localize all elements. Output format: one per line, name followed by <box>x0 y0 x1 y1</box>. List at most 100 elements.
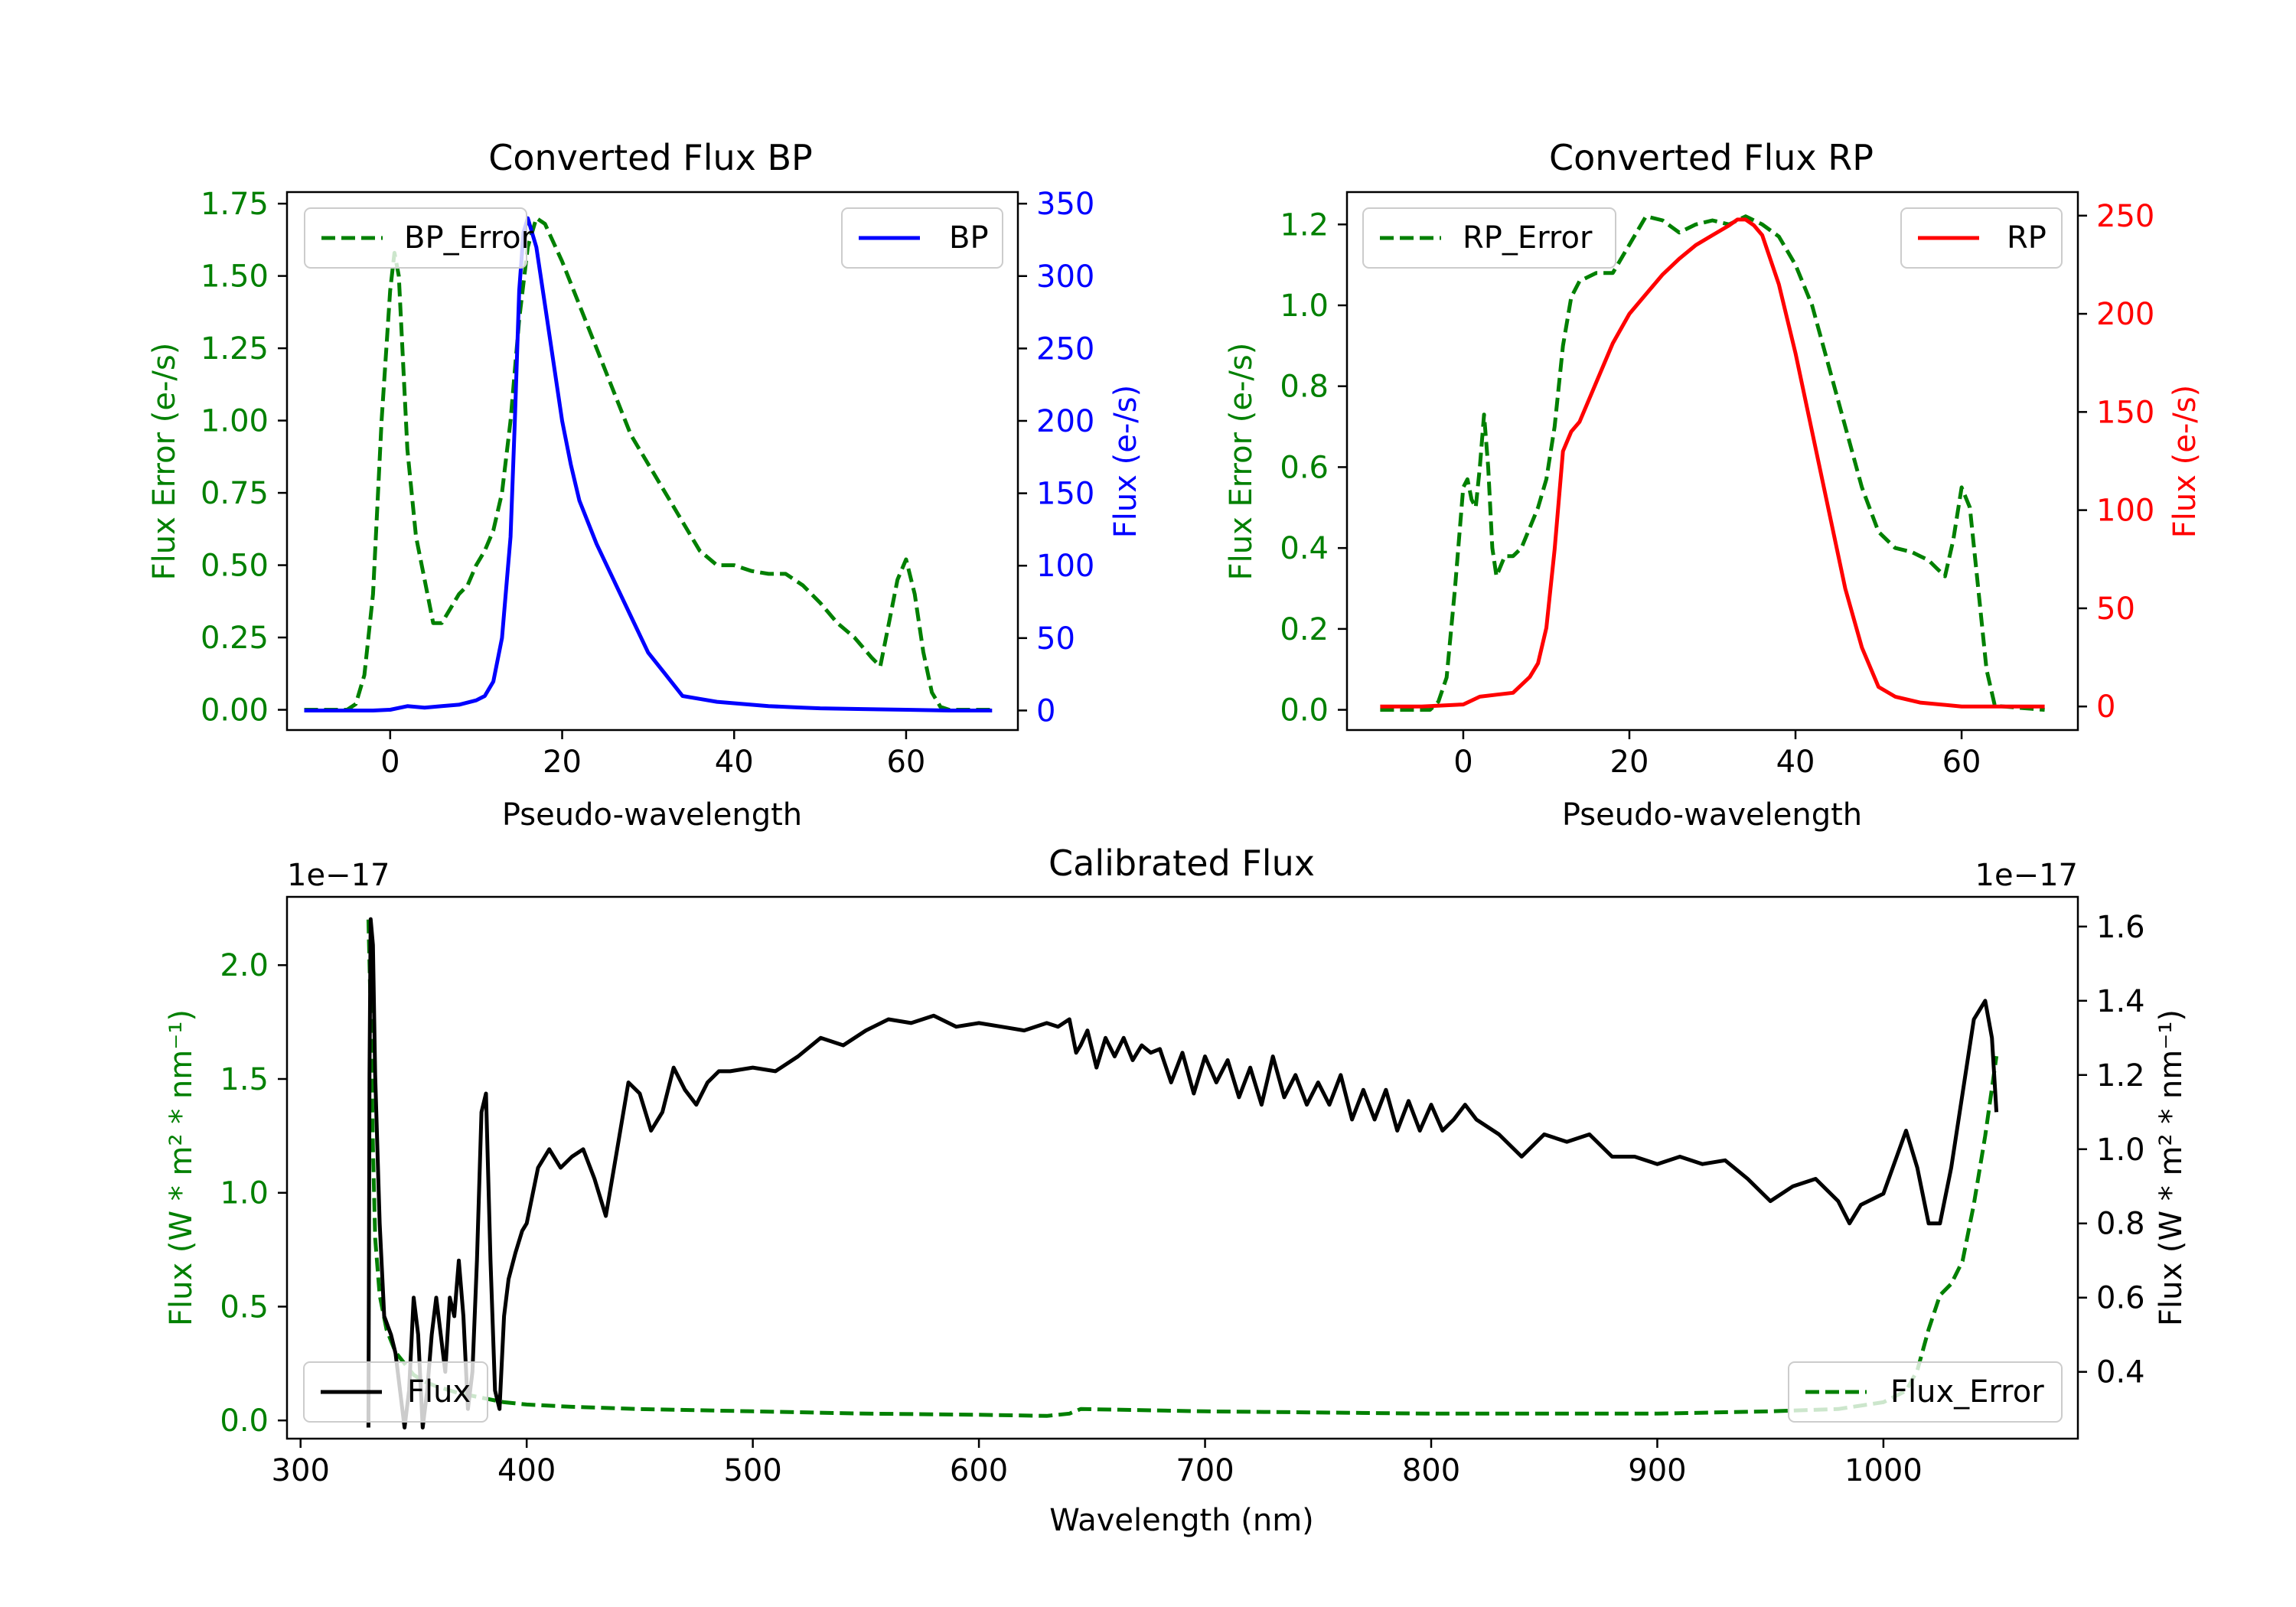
xlabel: Pseudo-wavelength <box>1562 797 1862 833</box>
x-tick-label: 0 <box>380 745 400 780</box>
plot-lines <box>304 216 993 712</box>
y-tick-label-right: 200 <box>1036 404 1094 439</box>
y-tick-label-right: 1.4 <box>2096 984 2145 1019</box>
offset-label-left: 1e−17 <box>287 858 390 893</box>
ticks: 0 20 40 60 0.00 0.25 0.50 0.75 1.00 1.25 1.50 1.75 0… <box>201 187 1094 780</box>
y-tick-label-right: 0.4 <box>2096 1355 2145 1390</box>
chart-title: Converted Flux RP <box>1549 137 1874 178</box>
chart-calibrated: Calibrated Flux 300 400 500 600 700 800 900 100… <box>164 843 2189 1538</box>
y-tick-label-right: 100 <box>1036 549 1094 584</box>
series-bp-error <box>304 216 993 712</box>
x-tick-label: 800 <box>1402 1453 1460 1488</box>
y-tick-label-right: 150 <box>1036 477 1094 512</box>
x-tick-label: 40 <box>1776 745 1815 780</box>
y-tick-label-right: 1.0 <box>2096 1133 2145 1168</box>
ticks: 300 400 500 600 700 800 900 1000 0.0 0.5 1.0 1.5 2.0… <box>220 910 2144 1488</box>
chart-rp: Converted Flux RP 0 20 40 60 0.0 0.2 0.4 0.6 0.8… <box>1224 137 2203 833</box>
x-tick-label: 0 <box>1453 745 1473 780</box>
y-tick-label-left: 1.50 <box>201 259 269 295</box>
y-tick-label-right: 100 <box>2096 494 2154 529</box>
x-tick-label: 1000 <box>1844 1453 1923 1488</box>
y-tick-label-left: 0.8 <box>1280 370 1329 405</box>
legend-label-flux-error: Flux_Error <box>1890 1374 2044 1410</box>
y-tick-label-left: 1.25 <box>201 331 269 367</box>
y-tick-label-right: 0.8 <box>2096 1207 2145 1242</box>
legend-label-bp: BP <box>949 220 989 256</box>
legend-right: RP <box>1900 207 2063 269</box>
legend-right: BP <box>841 207 1003 269</box>
axes-frame <box>285 895 2079 1440</box>
x-tick-label: 60 <box>886 745 925 780</box>
y-tick-label-right: 350 <box>1036 187 1094 222</box>
ylabel-left: Flux Error (e-/s) <box>147 343 182 581</box>
y-tick-label-right: 1.6 <box>2096 910 2145 945</box>
series-bp <box>304 216 993 712</box>
y-tick-label-left: 0.50 <box>201 549 269 584</box>
y-tick-label-left: 0.6 <box>1280 450 1329 485</box>
ylabel-left: Flux (W * m² * nm⁻¹) <box>164 1009 199 1326</box>
xlabel: Wavelength (nm) <box>1049 1503 1314 1538</box>
y-tick-label-right: 50 <box>2096 592 2135 627</box>
y-tick-label-left: 0.75 <box>201 476 269 511</box>
ylabel-right: Flux (W * m² * nm⁻¹) <box>2154 1009 2189 1326</box>
legend-label-flux: Flux <box>407 1374 471 1410</box>
y-tick-label-left: 1.00 <box>201 404 269 439</box>
ylabel-right: Flux (e-/s) <box>2167 385 2203 538</box>
offset-label-right: 1e−17 <box>1975 858 2078 893</box>
x-tick-label: 900 <box>1628 1453 1686 1488</box>
chart-title: Calibrated Flux <box>1049 843 1315 884</box>
plot-lines <box>1380 214 2045 712</box>
plot-lines <box>366 917 1999 1429</box>
y-tick-label-left: 0.0 <box>1280 693 1329 729</box>
x-tick-label: 20 <box>543 745 582 780</box>
y-tick-label-right: 200 <box>2096 297 2154 332</box>
series-flux <box>366 917 1999 1429</box>
ylabel-right: Flux (e-/s) <box>1108 385 1143 538</box>
x-tick-label: 500 <box>723 1453 781 1488</box>
y-tick-label-left: 1.75 <box>201 187 269 222</box>
axes-frame <box>1345 191 2079 732</box>
y-tick-label-left: 0.00 <box>201 693 269 729</box>
x-tick-label: 60 <box>1942 745 1981 780</box>
y-tick-label-right: 300 <box>1036 259 1094 295</box>
y-tick-label-right: 0.6 <box>2096 1281 2145 1316</box>
x-tick-label: 400 <box>497 1453 556 1488</box>
y-tick-label-left: 1.0 <box>1280 288 1329 324</box>
y-tick-label-right: 250 <box>1036 331 1094 367</box>
y-tick-label-left: 0.5 <box>220 1289 269 1325</box>
ylabel-left: Flux Error (e-/s) <box>1224 343 1259 581</box>
y-tick-label-right: 0 <box>2096 689 2115 725</box>
series-rp <box>1380 217 2045 709</box>
y-tick-label-left: 1.5 <box>220 1062 269 1097</box>
y-tick-label-left: 1.2 <box>1280 207 1329 243</box>
legend-label-bp-error: BP_Error <box>404 220 534 256</box>
y-tick-label-left: 1.0 <box>220 1176 269 1211</box>
y-tick-label-left: 2.0 <box>220 948 269 983</box>
x-tick-label: 20 <box>1610 745 1649 780</box>
legend-left: RP_Error <box>1362 207 1616 269</box>
y-tick-label-left: 0.0 <box>220 1403 269 1439</box>
x-tick-label: 40 <box>715 745 754 780</box>
y-tick-label-right: 0 <box>1036 693 1055 729</box>
x-tick-label: 600 <box>950 1453 1008 1488</box>
x-tick-label: 700 <box>1176 1453 1234 1488</box>
y-tick-label-left: 0.4 <box>1280 531 1329 566</box>
y-tick-label-right: 50 <box>1036 621 1075 657</box>
legend-left: Flux <box>303 1361 488 1423</box>
ticks: 0 20 40 60 0.0 0.2 0.4 0.6 0.8 1.0 1.2 0 50 100 150 200… <box>1280 199 2154 780</box>
chart-title: Converted Flux BP <box>488 137 813 178</box>
y-tick-label-right: 150 <box>2096 395 2154 430</box>
y-tick-label-right: 1.2 <box>2096 1058 2145 1094</box>
series-flux-error <box>366 919 1999 1418</box>
legend-label-rp-error: RP_Error <box>1463 220 1593 256</box>
legend-right: Flux_Error <box>1788 1361 2063 1423</box>
y-tick-label-left: 0.2 <box>1280 612 1329 647</box>
legend-label-rp: RP <box>2007 220 2047 256</box>
y-tick-label-right: 250 <box>2096 199 2154 234</box>
y-tick-label-left: 0.25 <box>201 621 269 656</box>
legend-left: BP_Error <box>304 207 534 269</box>
chart-bp: Converted Flux BP 0 20 40 60 0.00 0.25 0.50 0.7… <box>147 137 1143 833</box>
xlabel: Pseudo-wavelength <box>502 797 802 833</box>
axes-frame <box>285 191 1019 732</box>
